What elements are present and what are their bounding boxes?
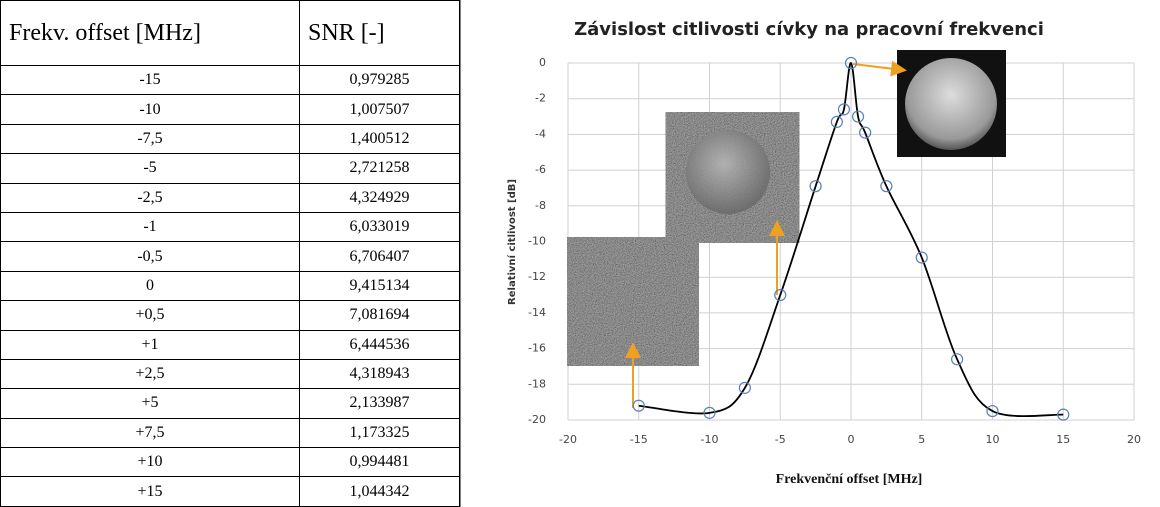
point [880,180,893,193]
table-cell: +0,5 [0,300,300,331]
y-tick-label: -6 [535,163,546,176]
y-tick-label: -16 [528,342,546,355]
y-tick-label: -14 [528,306,546,319]
y-tick-label: -2 [535,92,546,105]
table-cell: -0,5 [0,241,300,272]
x-tick-label: 0 [848,433,855,446]
table-cell: 0,979285 [299,64,460,96]
table-row: -15 0,979285 [0,64,460,96]
table-row: -0,5 6,706407 [0,241,460,272]
table-cell: +10 [0,447,300,478]
point [915,251,928,264]
table-row: -5 2,721258 [0,153,460,184]
table-cell: 2,721258 [299,153,460,184]
point [837,103,851,116]
y-tick-label: -20 [528,413,546,426]
table-cell: 1,173325 [299,417,460,449]
table-row: +1 6,444536 [0,329,460,360]
table-row: -10 1,007507 [0,94,460,125]
table-row: 0 9,415134 [0,270,460,302]
table-row: -2,5 4,324929 [0,182,460,213]
y-tick-label: -12 [528,270,546,283]
table-cell: 1,007507 [299,94,460,125]
table-cell: -10 [0,94,300,125]
table-cell: 1,400512 [299,123,460,155]
table-row: -7,5 1,400512 [0,123,460,155]
point [851,110,865,123]
table-cell: 6,444536 [299,329,460,360]
table-cell: 9,415134 [299,270,460,302]
x-tick-label: 20 [1127,433,1141,446]
y-tick-label: -8 [535,199,546,212]
point [986,404,999,418]
table-row: +0,5 7,081694 [0,300,460,331]
x-tick-label: 15 [1056,433,1070,446]
point [830,115,843,129]
x-tick-label: -5 [775,433,786,446]
x-axis-label: Frekvenční offset [MHz] [776,472,923,487]
table-cell: 6,033019 [299,211,460,243]
table-cell: +2,5 [0,358,300,390]
point [703,406,716,419]
table-cell: 4,318943 [299,358,460,390]
table-row: +15 1,044342 [0,476,460,507]
arrow [625,60,907,408]
point [738,381,751,394]
table-cell: -15 [0,64,300,96]
table-cell: -5 [0,153,300,184]
x-tick-label: -15 [630,433,648,446]
data-table: Frekv. offset [MHz] SNR [-] -15 0,979285-… [0,0,460,507]
y-tick-label: -18 [528,377,546,390]
table-cell: 4,324929 [299,182,460,213]
point [1057,408,1070,421]
table-cell: 7,081694 [299,300,460,331]
table-row: -1 6,033019 [0,211,460,243]
table-cell: 2,133987 [299,388,460,419]
point [632,399,645,412]
chart: Závislost citlivosti cívky na pracovní f… [460,0,1141,507]
point [951,353,964,366]
table-cell: 1,044342 [299,476,460,507]
x-tick-label: -20 [559,433,577,446]
point [859,126,872,139]
chart-title: Závislost citlivosti cívky na pracovní f… [574,19,1044,40]
y-tick-label: -10 [528,235,546,248]
point [809,180,822,193]
x-tick-label: -10 [701,433,719,446]
table-row: +5 2,133987 [0,388,460,419]
y-axis-label: Relativní citlivost [dB] [506,179,518,305]
table-row: +10 0,994481 [0,447,460,478]
point [774,288,787,302]
table-cell: -2,5 [0,182,300,213]
table-cell: +5 [0,388,300,419]
table-cell: +7,5 [0,417,300,449]
table-row: +2,5 4,318943 [0,358,460,390]
x-tick-label: 10 [986,433,1000,446]
inset-image [578,50,1006,355]
point [844,56,858,70]
table-cell: -7,5 [0,123,300,155]
table-cell: +1 [0,329,300,360]
table-header: Frekv. offset [MHz] [0,0,300,66]
y-tick-label: 0 [539,56,546,69]
table-cell: 0,994481 [299,447,460,478]
table-cell: 0 [0,270,300,302]
table-cell: 6,706407 [299,241,460,272]
table-row: +7,5 1,173325 [0,417,460,449]
line [638,62,1064,418]
table-cell: +15 [0,476,300,507]
table-cell: -1 [0,211,300,243]
table-header: SNR [-] [299,0,460,66]
y-tick-label: -4 [535,127,546,140]
x-tick-label: 5 [918,433,925,446]
